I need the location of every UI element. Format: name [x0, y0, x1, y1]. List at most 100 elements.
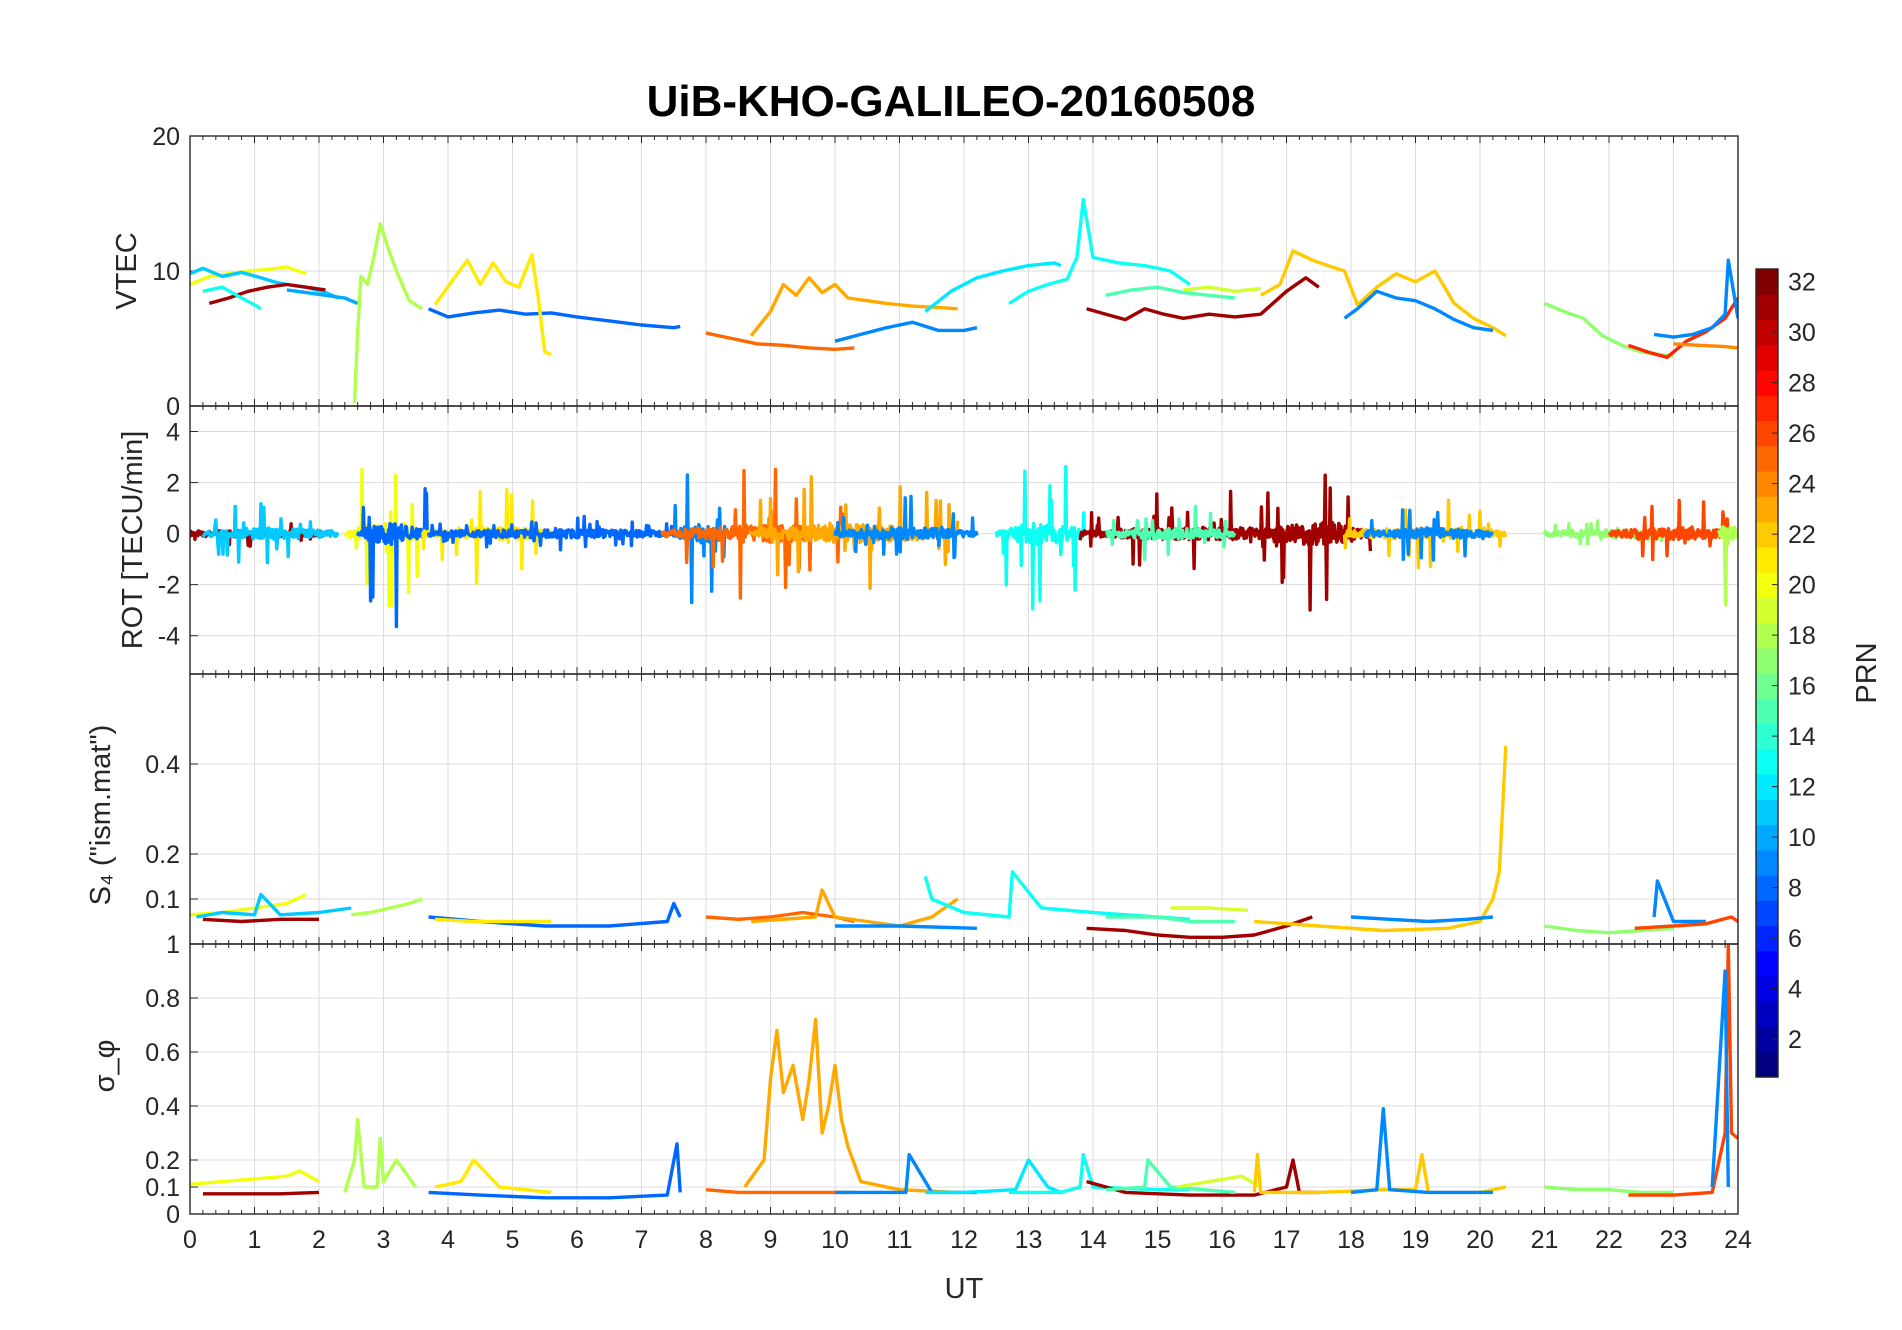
colorbar-segment [1756, 900, 1778, 927]
series-line-prn-25 [705, 1188, 855, 1195]
tick-labels: 0.1 0.2 0.4 [145, 751, 180, 914]
x-tick-label: 3 [377, 1226, 391, 1254]
tick-labels: 0 10 20 [152, 123, 180, 421]
series-line-prn-17 [1544, 1185, 1674, 1195]
y-tick-label: 4 [166, 419, 180, 447]
y-tick-label: 20 [152, 123, 180, 151]
y-tick-label: -4 [158, 623, 180, 651]
panel-s4: 0.1 0.2 0.4 S₄ ("ism.mat") [85, 673, 1739, 945]
grid [189, 674, 1739, 944]
colorbar-segment [1756, 546, 1778, 573]
colorbar-segment [1756, 445, 1778, 472]
series-line-prn-31 [208, 282, 326, 306]
colorbar-segment [1756, 572, 1778, 598]
colorbar-tick-label: 8 [1788, 875, 1802, 903]
y-tick-label: 0 [166, 521, 180, 549]
colorbar-tick-label: 30 [1788, 319, 1816, 347]
colorbar-segment [1756, 269, 1778, 295]
x-tick-label: 21 [1531, 1226, 1559, 1254]
y-tick-label: -2 [158, 572, 180, 600]
series-line-prn-11 [196, 892, 352, 919]
series-line-prn-19 [1183, 285, 1261, 293]
colorbar-segment [1756, 471, 1778, 497]
colorbar-segment [1756, 950, 1778, 977]
x-tick-label: 20 [1466, 1226, 1494, 1254]
series-line-prn-15 [1105, 915, 1235, 924]
series-line-prn-10 [286, 288, 359, 305]
x-tick-label: 8 [699, 1226, 713, 1254]
series-line-prn-25 [705, 331, 855, 351]
series-line-prn-27 [1627, 297, 1738, 360]
series-line-prn-18 [343, 1117, 418, 1193]
axes-frame [189, 943, 1739, 1215]
series-line-prn-8 [427, 307, 681, 330]
x-tick-label: 1 [248, 1226, 262, 1254]
series-line-prn-11 [201, 502, 340, 565]
colorbar-tick-label: 32 [1788, 269, 1816, 297]
y-axis-label: ROT [TECU/min] [117, 431, 149, 650]
series-line-prn-23 [743, 1017, 958, 1195]
x-tick-label: 2 [312, 1226, 326, 1254]
series-line-prn-13 [1009, 1152, 1190, 1195]
series-line-prn-13 [923, 870, 1190, 921]
series-line-prn-9 [1343, 289, 1494, 333]
series-line-prn-9 [833, 494, 979, 560]
series-line-prn-17 [1544, 924, 1674, 935]
y-axis-label: VTEC [111, 232, 143, 309]
colorbar-segment [1756, 849, 1778, 876]
x-tick-label: 19 [1402, 1226, 1430, 1254]
x-tick-label: 22 [1595, 1226, 1623, 1254]
colorbar-label: PRN [1851, 642, 1883, 703]
x-tick-label: 6 [570, 1226, 584, 1254]
series-line-prn-8 [428, 1142, 682, 1200]
y-axis-label: σ_φ [89, 1040, 121, 1093]
series-lines [190, 464, 1738, 629]
colorbar-segment [1756, 1026, 1778, 1053]
series-line-prn-26 [1628, 944, 1738, 1197]
colorbar-segment [1756, 976, 1778, 1002]
series-line-prn-21 [433, 253, 552, 357]
series-line-prn-19 [1176, 1174, 1262, 1189]
colorbar-tick-label: 28 [1788, 370, 1816, 398]
x-tick-label: 14 [1079, 1226, 1107, 1254]
chart-title: UiB-KHO-GALILEO-20160508 [647, 77, 1256, 126]
panel-vtec: 0 10 20 VTEC [111, 123, 1739, 421]
series-line-prn-21 [434, 1158, 552, 1195]
x-tick-label: 18 [1337, 1226, 1365, 1254]
series-line-prn-9 [835, 924, 977, 930]
series-line-prn-31 [1265, 473, 1373, 612]
series-line-prn-22 [1254, 745, 1508, 933]
series-line-prn-19 [1170, 906, 1248, 912]
colorbar-tick-label: 16 [1788, 673, 1816, 701]
colorbar-segment [1756, 925, 1778, 952]
y-tick-label: 0.4 [145, 751, 180, 779]
series-line-prn-8 [426, 514, 682, 552]
colorbar-tick-label: 18 [1788, 622, 1816, 650]
y-tick-label: 1 [166, 931, 180, 959]
series-line-prn-18 [1717, 525, 1738, 607]
tick-labels: -4 -2 0 2 4 [158, 419, 180, 651]
colorbar-segment [1756, 875, 1778, 901]
series-line-prn-31 [1086, 915, 1313, 939]
grid [189, 135, 1739, 407]
colorbar-frame [1755, 268, 1779, 1078]
colorbar-segment [1756, 294, 1778, 321]
colorbar-tick-label: 6 [1788, 925, 1802, 953]
colorbar-segment [1756, 319, 1778, 346]
colorbar-segment [1756, 496, 1778, 523]
y-axis-label: S₄ ("ism.mat") [85, 725, 117, 906]
y-tick-label: 0.1 [145, 886, 180, 914]
y-tick-label: 0.2 [145, 841, 180, 869]
colorbar-scale [1756, 269, 1778, 1078]
y-tick-label: 0.6 [145, 1039, 180, 1067]
series-line-prn-31 [202, 1190, 320, 1196]
panel-rot: -4 -2 0 2 4 ROT [TECU/min] [117, 405, 1739, 675]
series-line-prn-23 [749, 276, 958, 337]
x-axis-label: UT [945, 1273, 984, 1305]
x-tick-label: 9 [764, 1226, 778, 1254]
colorbar-tick-label: 22 [1788, 521, 1816, 549]
series-lines [190, 745, 1738, 939]
